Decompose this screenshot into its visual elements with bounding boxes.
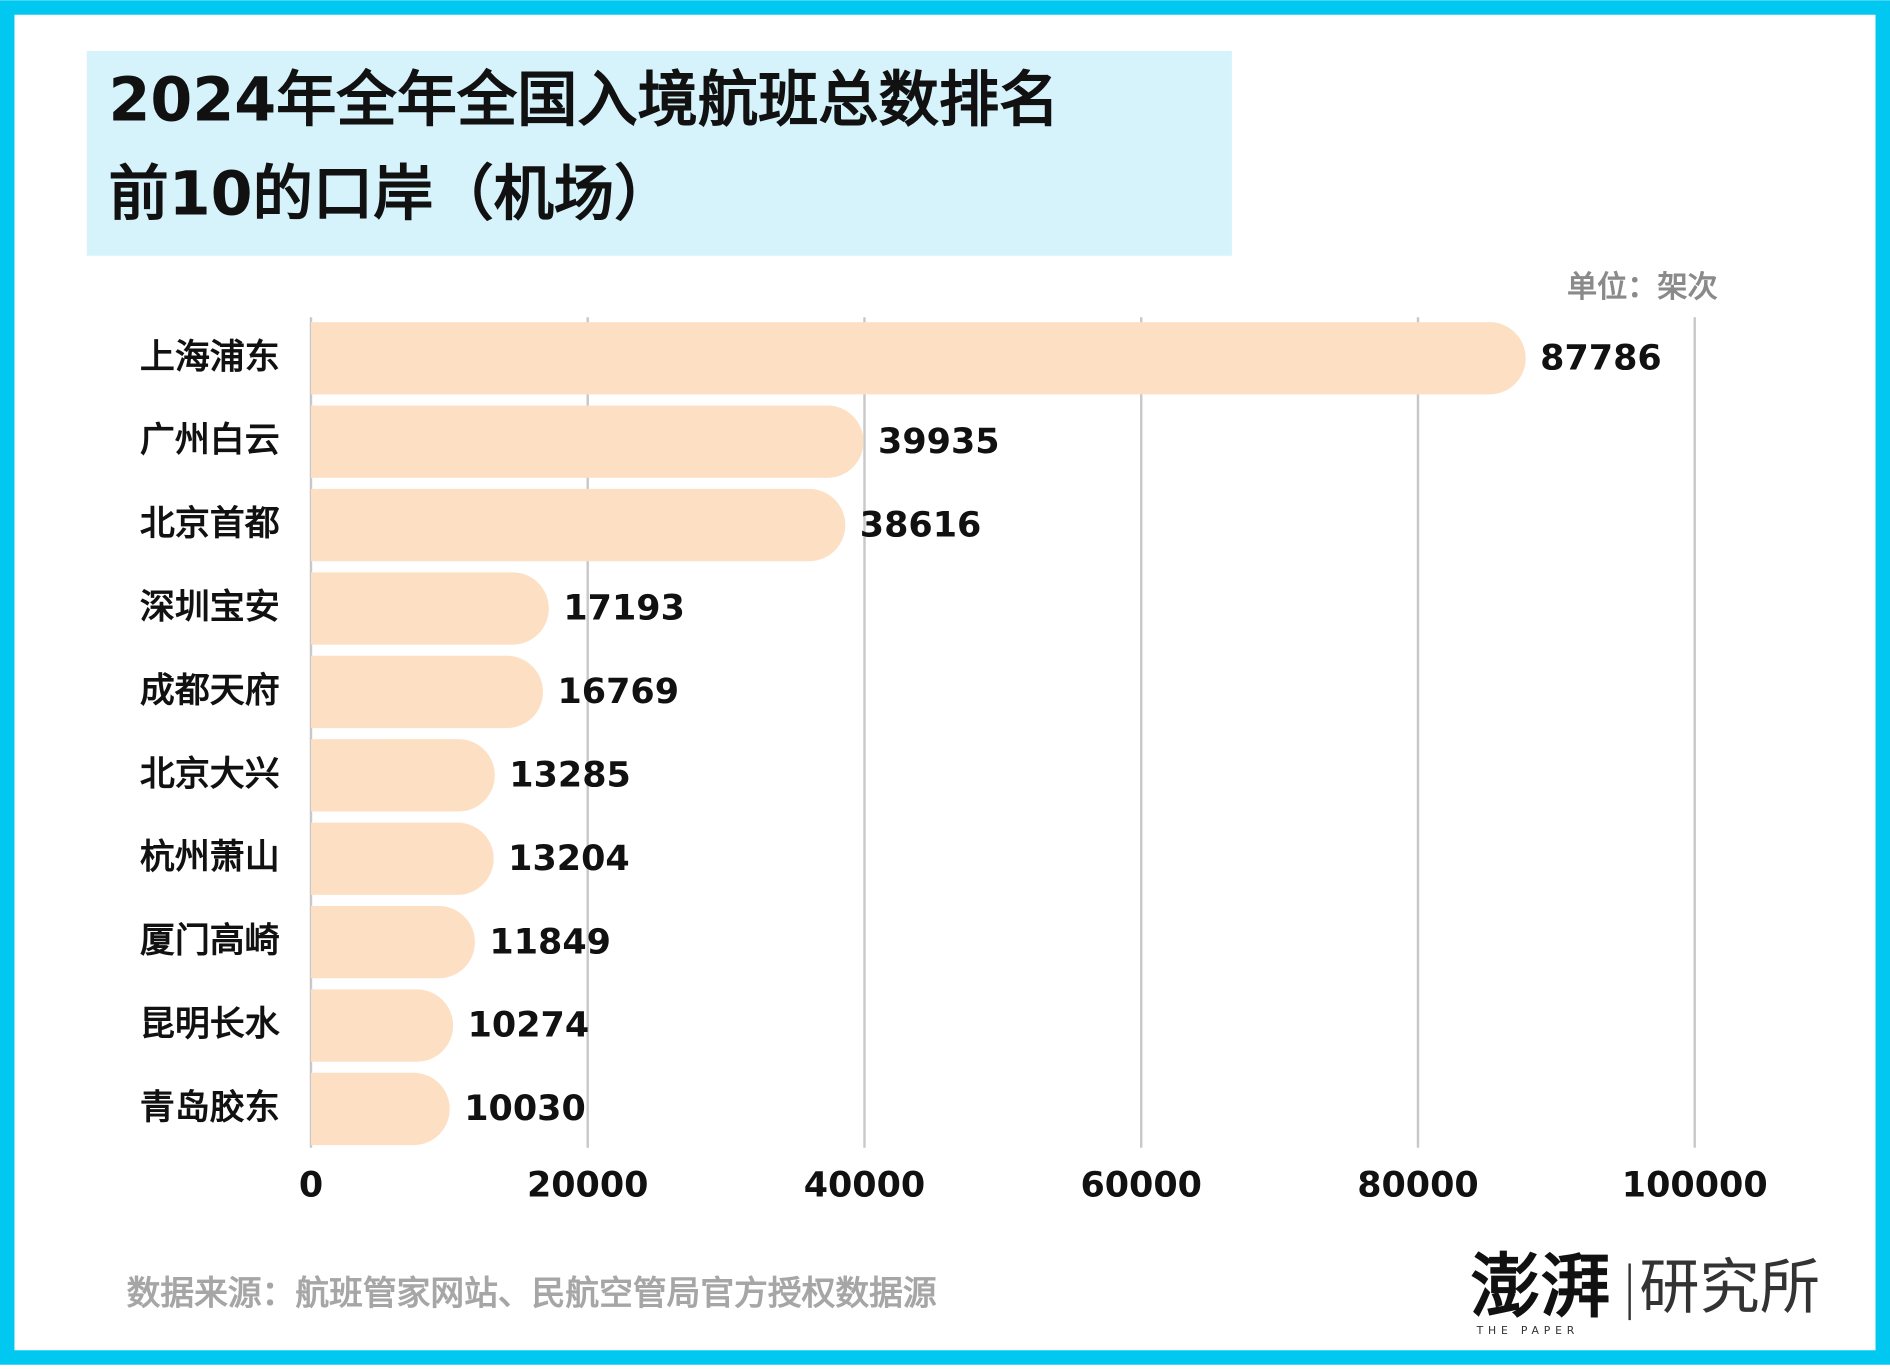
y-tick-label: 昆明长水 — [140, 1005, 281, 1045]
bar — [310, 572, 549, 645]
chart-title: 2024年全年全国入境航班总数排名 — [108, 66, 1059, 136]
value-label: 17193 — [563, 589, 685, 629]
bar — [310, 405, 864, 478]
logo-en: THE PAPER — [1476, 1324, 1580, 1337]
y-tick-label: 北京大兴 — [140, 753, 280, 794]
unit-label: 单位：架次 — [1567, 269, 1718, 305]
logo: 澎湃 — [1471, 1245, 1611, 1327]
x-tick-label: 60000 — [1080, 1165, 1202, 1205]
y-tick-label: 北京首都 — [140, 503, 280, 544]
bar — [310, 905, 475, 979]
logo-sub: 研究所 — [1639, 1253, 1820, 1323]
value-label: 13204 — [508, 839, 630, 879]
bar — [310, 739, 495, 812]
chart-title: 前10的口岸（机场） — [108, 160, 674, 230]
value-label: 38616 — [860, 505, 982, 545]
y-tick-label: 广州白云 — [140, 421, 280, 461]
bar — [310, 822, 494, 895]
value-label: 13285 — [509, 756, 631, 796]
y-tick-label: 青岛胶东 — [140, 1088, 280, 1128]
title-box — [86, 50, 1232, 256]
source-note: 数据来源：航班管家网站、民航空管局官方授权数据源 — [127, 1273, 937, 1312]
y-tick-label: 上海浦东 — [140, 337, 280, 377]
x-tick-label: 80000 — [1357, 1165, 1479, 1205]
value-label: 87786 — [1540, 338, 1662, 378]
y-tick-label: 深圳宝安 — [140, 587, 280, 627]
y-tick-label: 杭州萧山 — [140, 837, 280, 878]
x-tick-label: 100000 — [1622, 1165, 1768, 1205]
bar — [310, 1072, 450, 1146]
y-tick-label: 成都天府 — [140, 670, 280, 711]
value-label: 16769 — [557, 672, 679, 712]
x-tick-label: 20000 — [527, 1165, 649, 1205]
bar — [310, 322, 1526, 395]
value-label: 39935 — [878, 422, 1000, 462]
bar — [310, 655, 544, 729]
value-label: 11849 — [489, 922, 611, 962]
y-tick-label: 厦门高崎 — [140, 921, 280, 961]
bar — [310, 989, 454, 1062]
x-tick-label: 0 — [299, 1165, 323, 1205]
bar — [310, 488, 846, 562]
value-label: 10274 — [468, 1006, 590, 1046]
x-tick-label: 40000 — [804, 1165, 926, 1205]
value-label: 10030 — [464, 1089, 586, 1129]
